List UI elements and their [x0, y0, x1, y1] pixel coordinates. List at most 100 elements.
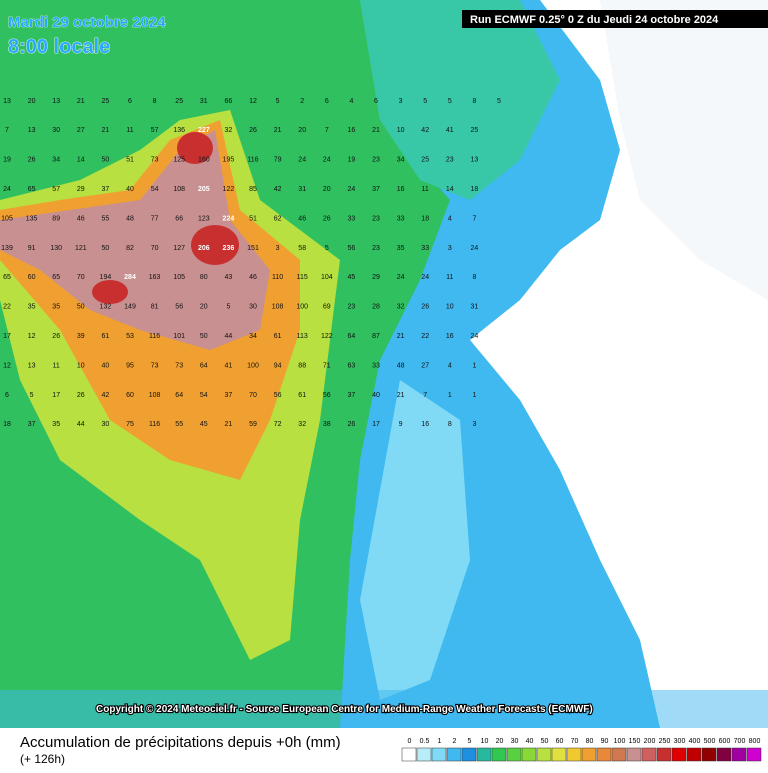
- legend-swatch: [596, 747, 612, 762]
- legend-level: 0: [408, 738, 412, 745]
- grid-value: 28: [372, 304, 380, 311]
- grid-value: 26: [249, 127, 257, 134]
- grid-value: 100: [247, 362, 259, 369]
- legend-level: 60: [556, 738, 564, 745]
- grid-value: 89: [52, 215, 60, 222]
- grid-value: 108: [272, 304, 284, 311]
- grid-value: 32: [397, 304, 405, 311]
- grid-value: 22: [3, 304, 11, 311]
- grid-value: 30: [52, 127, 60, 134]
- grid-value: 45: [200, 421, 208, 428]
- grid-value: 205: [198, 186, 210, 193]
- legend-level: 80: [586, 738, 594, 745]
- grid-value: 5: [276, 98, 280, 105]
- grid-value: 79: [274, 157, 282, 164]
- grid-value: 26: [323, 215, 331, 222]
- grid-value: 8: [472, 98, 476, 105]
- grid-value: 63: [348, 362, 356, 369]
- grid-value: 24: [397, 274, 405, 281]
- forecast-date: Mardi 29 octobre 2024: [8, 14, 166, 31]
- grid-value: 5: [325, 245, 329, 252]
- legend-level: 30: [511, 738, 519, 745]
- grid-value: 104: [321, 274, 333, 281]
- grid-value: 72: [274, 421, 282, 428]
- grid-value: 27: [421, 362, 429, 369]
- grid-value: 284: [124, 274, 136, 281]
- legend-level: 600: [719, 738, 731, 745]
- grid-value: 194: [100, 274, 112, 281]
- grid-value: 116: [149, 333, 160, 340]
- grid-value: 110: [272, 274, 283, 281]
- grid-value: 54: [151, 186, 159, 193]
- copyright: Copyright © 2024 Meteociel.fr - Source E…: [96, 704, 593, 715]
- grid-value: 4: [448, 215, 452, 222]
- grid-value: 65: [3, 274, 11, 281]
- grid-value: 81: [151, 304, 159, 311]
- grid-value: 5: [448, 98, 452, 105]
- grid-value: 25: [421, 157, 429, 164]
- grid-value: 116: [247, 157, 258, 164]
- grid-value: 6: [128, 98, 132, 105]
- legend-level: 200: [644, 738, 656, 745]
- grid-value: 20: [28, 98, 36, 105]
- grid-value: 37: [102, 186, 110, 193]
- legend-level: 0.5: [420, 738, 430, 745]
- grid-value: 8: [448, 421, 452, 428]
- legend-swatch: [626, 747, 642, 762]
- grid-value: 136: [173, 127, 185, 134]
- grid-value: 1: [472, 362, 476, 369]
- grid-value: 51: [249, 215, 257, 222]
- grid-value: 26: [28, 157, 36, 164]
- grid-value: 45: [348, 274, 356, 281]
- grid-value: 121: [75, 245, 87, 252]
- grid-value: 64: [175, 392, 183, 399]
- grid-value: 139: [1, 245, 13, 252]
- grid-value: 73: [151, 362, 159, 369]
- legend-swatch: [461, 747, 477, 762]
- grid-value: 3: [276, 245, 280, 252]
- grid-value: 9: [399, 421, 403, 428]
- grid-value: 57: [151, 127, 159, 134]
- legend-title: Accumulation de précipitations depuis +0…: [20, 734, 341, 751]
- legend-swatch: [521, 747, 537, 762]
- grid-value: 3: [472, 421, 476, 428]
- grid-value: 21: [397, 333, 405, 340]
- forecast-hour: 8:00 locale: [8, 36, 110, 58]
- grid-value: 31: [200, 98, 208, 105]
- grid-value: 24: [471, 245, 479, 252]
- legend-level: 300: [674, 738, 686, 745]
- legend-level: 70: [571, 738, 579, 745]
- grid-value: 23: [372, 215, 380, 222]
- grid-value: 33: [348, 215, 356, 222]
- grid-value: 12: [28, 333, 36, 340]
- grid-value: 20: [298, 127, 306, 134]
- grid-value: 33: [372, 362, 380, 369]
- map-background: [0, 0, 768, 728]
- grid-value: 16: [397, 186, 405, 193]
- grid-value: 127: [173, 245, 185, 252]
- legend-swatch: [431, 747, 447, 762]
- grid-value: 149: [124, 304, 136, 311]
- grid-value: 1: [472, 392, 476, 399]
- grid-value: 40: [102, 362, 110, 369]
- grid-value: 80: [200, 274, 208, 281]
- grid-value: 58: [298, 245, 306, 252]
- grid-value: 39: [77, 333, 85, 340]
- grid-value: 34: [397, 157, 405, 164]
- legend-swatch: [716, 747, 732, 762]
- grid-value: 38: [323, 421, 331, 428]
- grid-value: 16: [421, 421, 429, 428]
- grid-value: 10: [397, 127, 405, 134]
- grid-value: 37: [348, 392, 356, 399]
- grid-value: 21: [397, 392, 405, 399]
- legend-swatch: [446, 747, 462, 762]
- grid-value: 7: [5, 127, 9, 134]
- grid-value: 24: [323, 157, 331, 164]
- grid-value: 37: [28, 421, 36, 428]
- grid-value: 206: [198, 245, 210, 252]
- grid-value: 17: [372, 421, 380, 428]
- grid-value: 7: [325, 127, 329, 134]
- grid-value: 25: [102, 98, 110, 105]
- grid-value: 42: [102, 392, 110, 399]
- grid-value: 18: [3, 421, 11, 428]
